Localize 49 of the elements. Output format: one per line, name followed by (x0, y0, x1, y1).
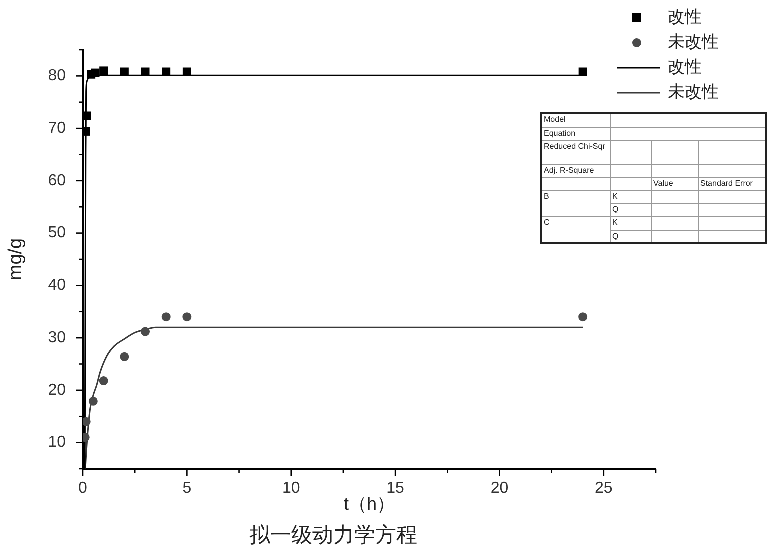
y-tick-label: 60 (48, 172, 66, 190)
point (83, 127, 90, 136)
annotation: K (610, 216, 651, 230)
annotation: K (610, 190, 651, 203)
annotation: Q (610, 230, 651, 243)
text: 拟一级动力学方程 (249, 524, 418, 547)
point (578, 312, 588, 322)
annotation: Adj. R-Square (541, 164, 610, 177)
x-tick-label: 0 (78, 480, 88, 498)
x-tick-label: 5 (182, 480, 192, 498)
point (162, 312, 171, 322)
text: Standard Error (700, 178, 753, 188)
y-axis-title: mg/g (6, 238, 27, 281)
annotation: Q (610, 203, 651, 216)
x-tick-label: 10 (282, 480, 300, 498)
point (182, 312, 192, 322)
point (99, 376, 108, 386)
point (91, 68, 100, 78)
x-tick-label: 20 (490, 480, 509, 498)
legend-label: 改性 (668, 8, 702, 27)
y-tick-label: 50 (48, 224, 66, 242)
point (83, 417, 91, 426)
y-tick-label: 20 (48, 382, 66, 399)
point (578, 68, 588, 76)
legend-label: 未改性 (668, 32, 719, 52)
line-series (84, 326, 584, 469)
point (120, 352, 130, 362)
annotation: Reduced Chi-Sqr (541, 140, 610, 164)
point (141, 327, 150, 336)
legend-label: 改性 (668, 58, 702, 77)
point (182, 68, 192, 76)
x-tick-label: 25 (595, 480, 613, 498)
y-tick-label: 80 (48, 68, 66, 85)
y-tick-label: 30 (48, 329, 66, 346)
annotation: Equation (541, 127, 610, 140)
point (88, 396, 98, 406)
legend-label: 未改性 (668, 82, 719, 102)
point (141, 68, 150, 76)
point (162, 68, 171, 76)
point (100, 66, 108, 76)
point (120, 68, 129, 76)
point (83, 112, 92, 120)
y-tick-label: 10 (48, 434, 66, 452)
annotation: C (541, 216, 610, 243)
annotation: Value (651, 177, 698, 190)
y-tick-label: 70 (48, 120, 66, 137)
annotation: B (541, 190, 610, 216)
annotation: Model (541, 113, 610, 127)
y-tick-label: 40 (48, 277, 66, 294)
